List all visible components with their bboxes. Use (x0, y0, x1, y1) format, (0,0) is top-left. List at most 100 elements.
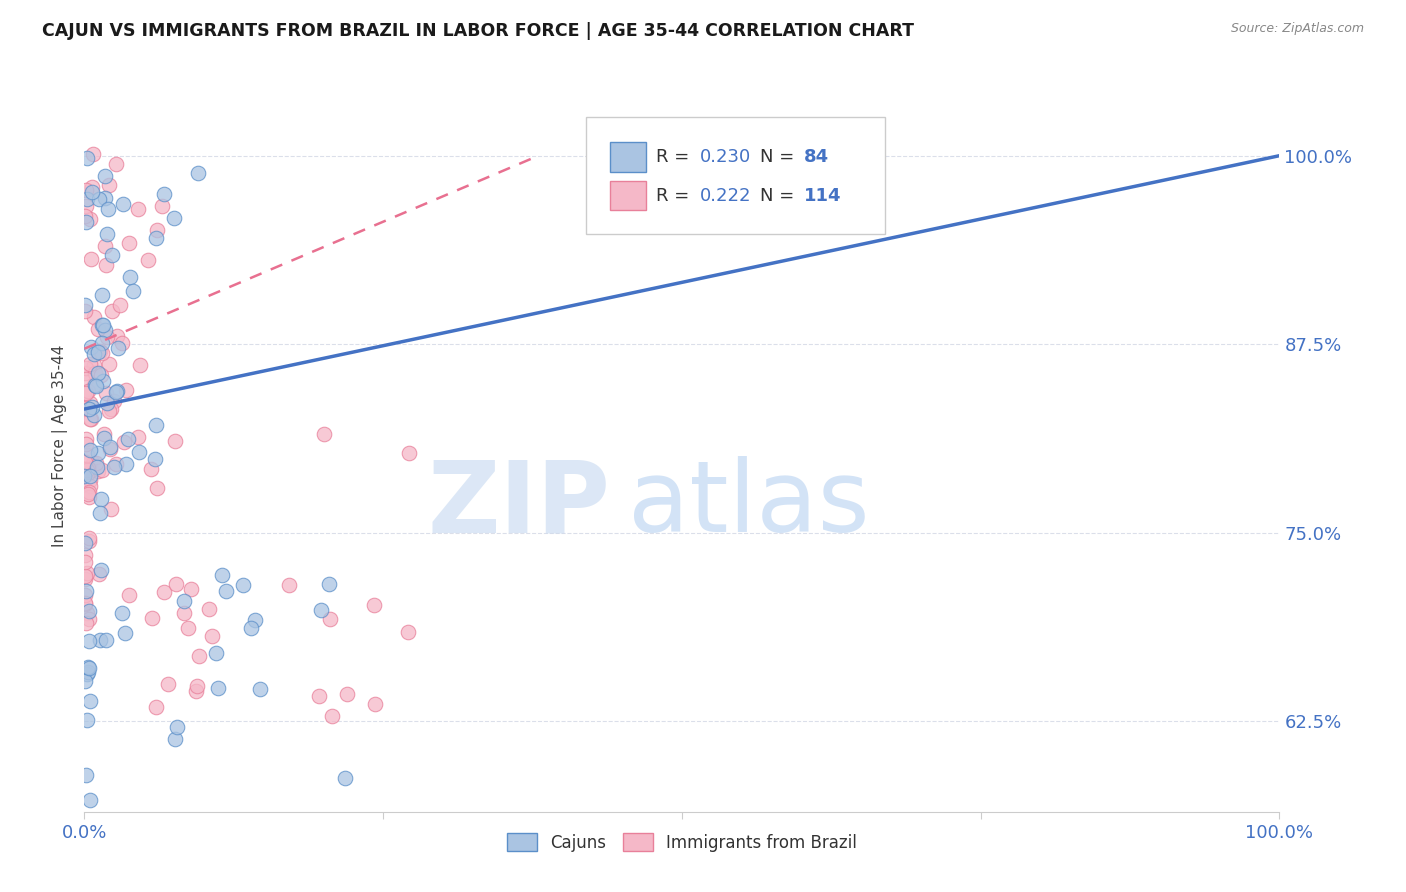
Point (75, 183, 97, 197)
Point (77, 534, 100, 549)
Point (86, 464, 108, 478)
Point (163, 434, 186, 448)
Point (98, 440, 121, 454)
Point (76, 467, 98, 481)
Point (79, 473, 101, 487)
Point (89, 343, 111, 358)
Point (83, 409, 105, 423)
Point (143, 451, 166, 466)
Point (105, 458, 128, 472)
Point (75, 214, 97, 228)
Point (101, 303, 124, 318)
Point (308, 690, 330, 704)
Point (86, 343, 108, 358)
Point (77, 402, 100, 417)
Point (75, 361, 97, 376)
Point (232, 578, 254, 592)
Point (105, 329, 128, 343)
Point (73, 304, 96, 318)
Point (165, 732, 187, 747)
Point (84, 456, 107, 470)
Point (100, 401, 122, 416)
Point (76, 667, 98, 681)
Point (98, 442, 121, 457)
Text: N =: N = (759, 186, 800, 205)
Point (76, 714, 98, 728)
Point (90, 492, 112, 507)
Point (77, 490, 100, 504)
Point (314, 426, 336, 441)
Point (112, 435, 135, 450)
Point (83, 310, 105, 325)
Point (122, 284, 145, 298)
Point (90, 368, 112, 382)
Point (77, 604, 100, 618)
Point (73, 366, 96, 380)
Point (76, 606, 98, 620)
Point (105, 385, 128, 400)
Point (96, 227, 118, 241)
Point (166, 720, 188, 734)
Point (79, 463, 101, 477)
Point (96, 395, 118, 409)
Text: Source: ZipAtlas.com: Source: ZipAtlas.com (1230, 22, 1364, 36)
Point (77, 402, 100, 417)
Point (207, 681, 229, 696)
Point (146, 223, 169, 237)
Point (336, 687, 359, 701)
Point (107, 341, 129, 355)
Point (93, 427, 115, 442)
Point (76, 384, 98, 398)
Point (87, 567, 110, 582)
Point (201, 629, 224, 643)
Point (177, 621, 200, 635)
Point (87, 322, 110, 336)
Point (76, 151, 98, 165)
Point (215, 584, 238, 599)
Point (83, 347, 105, 361)
Point (97, 202, 120, 217)
Point (198, 602, 221, 616)
Point (93, 323, 115, 337)
Point (114, 626, 136, 640)
Point (75, 401, 97, 416)
Point (211, 568, 233, 582)
Point (77, 660, 100, 674)
Point (96, 633, 118, 648)
Point (79, 357, 101, 371)
Text: ZIP: ZIP (427, 456, 610, 553)
Point (75, 432, 97, 446)
Point (79, 660, 101, 674)
Point (94, 169, 117, 184)
Point (91, 345, 114, 359)
Point (396, 625, 419, 640)
Point (145, 418, 167, 433)
Point (100, 501, 122, 516)
Text: CAJUN VS IMMIGRANTS FROM BRAZIL IN LABOR FORCE | AGE 35-44 CORRELATION CHART: CAJUN VS IMMIGRANTS FROM BRAZIL IN LABOR… (42, 22, 914, 40)
Legend: Cajuns, Immigrants from Brazil: Cajuns, Immigrants from Brazil (501, 826, 863, 858)
Point (80, 401, 103, 415)
Point (141, 610, 163, 624)
Point (73, 469, 96, 483)
Point (111, 336, 134, 351)
Point (111, 197, 134, 211)
Point (114, 457, 136, 471)
Point (146, 481, 169, 495)
Point (79, 469, 101, 483)
Point (75, 596, 97, 610)
Point (91, 318, 114, 332)
Point (103, 393, 125, 408)
Point (82, 185, 104, 199)
Text: R =: R = (655, 148, 695, 166)
Point (73, 555, 96, 569)
Y-axis label: In Labor Force | Age 35-44: In Labor Force | Age 35-44 (52, 345, 69, 547)
Point (165, 577, 187, 591)
Point (76, 463, 98, 477)
Point (77, 634, 100, 648)
Point (75, 569, 97, 583)
Point (103, 459, 125, 474)
Point (83, 378, 105, 392)
Point (77, 665, 100, 679)
Point (80, 341, 103, 355)
Point (76, 192, 98, 206)
